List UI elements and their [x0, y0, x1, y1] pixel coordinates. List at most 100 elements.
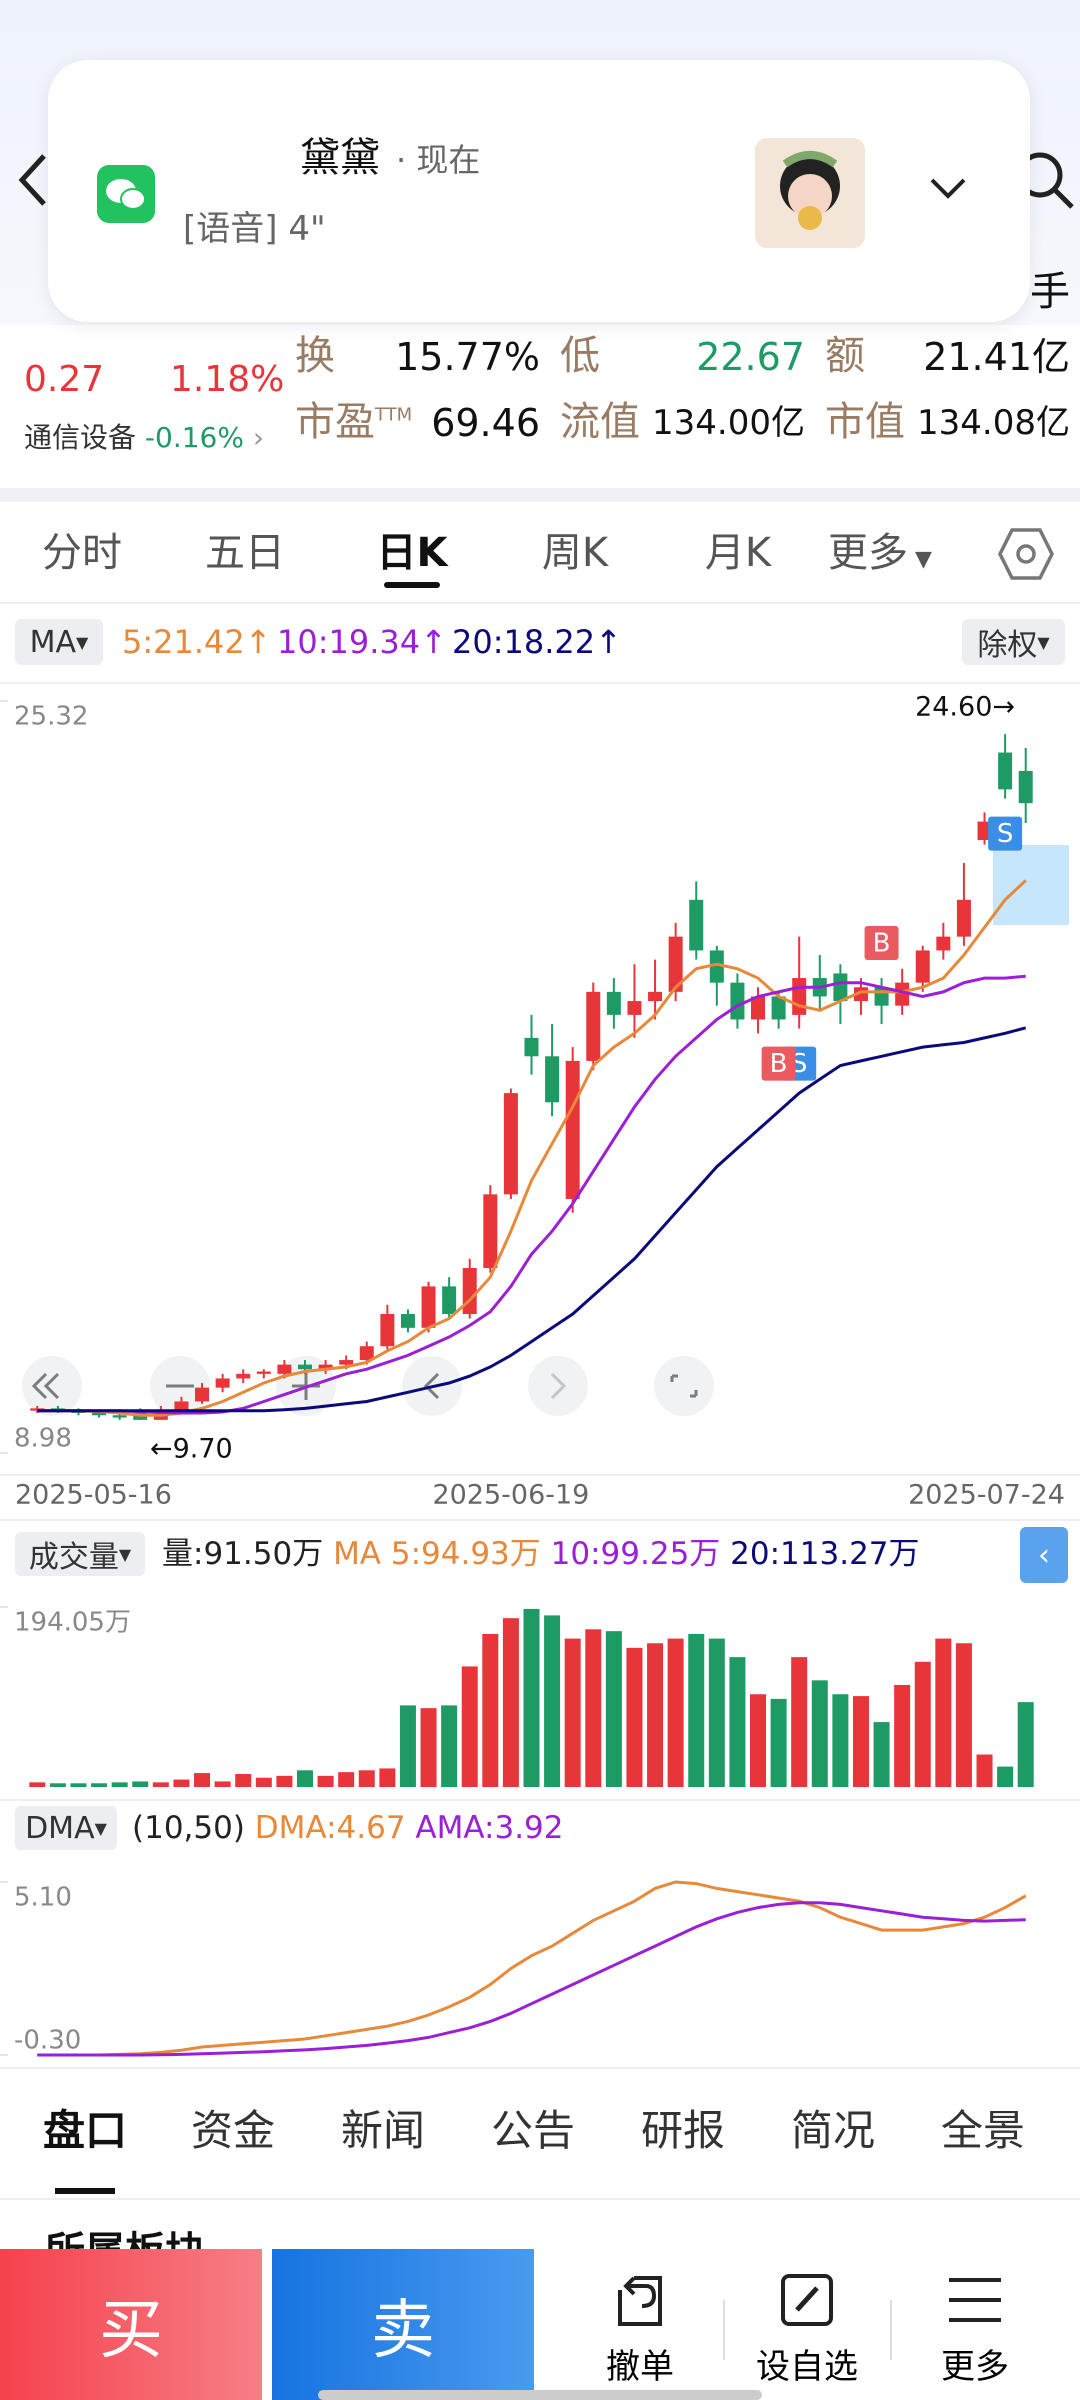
y-tick-label: 25.32 — [14, 702, 88, 732]
volume-bar — [647, 1643, 664, 1787]
volume-bar — [29, 1782, 46, 1787]
indicator-name: MA — [29, 624, 77, 660]
candle-body — [277, 1364, 292, 1374]
volume-bar — [49, 1783, 66, 1787]
volume-bar — [338, 1772, 355, 1787]
volume-select[interactable]: 成交量 ▼ — [15, 1532, 145, 1576]
candle-body — [606, 991, 621, 1015]
line — [37, 879, 1027, 1417]
period-tab[interactable]: 月K — [704, 530, 772, 576]
volume-bar — [667, 1638, 684, 1787]
candle-body — [1018, 770, 1033, 804]
signal-marker — [988, 816, 1023, 851]
nav-right[interactable] — [528, 1356, 588, 1416]
volume-bar — [276, 1775, 293, 1787]
fullscreen[interactable] — [654, 1356, 714, 1416]
volume-amount: 量:91.50万 — [162, 1536, 324, 1572]
volume-bar — [1017, 1702, 1034, 1787]
period-tab-text: 更多 — [828, 530, 909, 576]
candle-body — [462, 1267, 477, 1315]
volume-bar — [976, 1754, 993, 1787]
candle-body — [648, 991, 663, 1002]
candle-body — [421, 1286, 436, 1328]
back-button[interactable] — [14, 150, 54, 210]
volume-summary: 量:91.50万 MA 5:94.93万 10:99.25万 20:113.27… — [162, 1539, 920, 1570]
candle-body — [30, 1408, 45, 1411]
settings-button[interactable] — [998, 526, 1054, 582]
volume-bar — [605, 1631, 622, 1787]
y-tick-label: 194.05万 — [14, 1608, 131, 1638]
sector[interactable]: 通信设备 -0.16% › — [24, 421, 265, 454]
line — [37, 1880, 1027, 2057]
candle-body — [174, 1401, 189, 1411]
volume-bar — [750, 1694, 767, 1787]
bottom-tab[interactable]: 资金 — [190, 2106, 276, 2155]
stat-value: 134.08亿 — [917, 403, 1070, 443]
highlight-box — [993, 845, 1069, 925]
period-tab[interactable]: 更多 ▼ — [828, 530, 932, 576]
bottom-tab[interactable]: 公告 — [490, 2106, 576, 2155]
candle-body — [380, 1314, 395, 1347]
unit: 手 — [1030, 269, 1070, 315]
cancel-icon — [618, 2276, 662, 2326]
volume-bar — [214, 1781, 231, 1787]
volume-bar — [173, 1779, 190, 1787]
candle-body — [915, 950, 930, 983]
expand-icon[interactable] — [928, 174, 968, 202]
buy-button[interactable]: 买 — [0, 2249, 262, 2400]
volume-bar — [317, 1775, 334, 1787]
legend-entry: 10:19.34↑ — [277, 623, 447, 661]
signal-label: S — [997, 819, 1014, 849]
stat-label: 低 — [560, 333, 600, 379]
wechat-icon — [97, 165, 155, 223]
adjust-name: 除权 — [977, 628, 1038, 663]
period-tab-active[interactable]: 日K — [376, 530, 448, 576]
volume-bar — [894, 1684, 911, 1787]
indicator-select[interactable]: MA ▼ — [15, 619, 103, 665]
legend-entry: 10:99.25万 — [550, 1536, 721, 1572]
dma-select[interactable]: DMA ▼ — [15, 1806, 117, 1850]
volume-bar — [708, 1638, 725, 1787]
bottom-tab[interactable]: 全景 — [940, 2106, 1026, 2155]
candle-body — [318, 1364, 333, 1370]
sell-label: 卖 — [371, 2293, 435, 2368]
action-item[interactable]: 设自选 — [756, 2347, 858, 2387]
charts: 25.32 8.98 2025-05-16 2025-06-19 2025-07-24 2… — [0, 692, 1080, 2069]
volume-bar — [791, 1657, 808, 1787]
volume-title: 成交量 — [28, 1540, 119, 1575]
favorite-icon — [781, 2274, 833, 2326]
sector-change: -0.16% — [144, 421, 244, 454]
candle-body — [751, 996, 766, 1020]
volume-bar — [420, 1708, 437, 1787]
collapse-button[interactable]: ‹ — [1020, 1527, 1068, 1583]
volume-bar — [852, 1696, 869, 1787]
bottom-tab-active[interactable]: 盘口 — [42, 2106, 128, 2155]
y-tick-label: -0.30 — [14, 2026, 81, 2056]
notification[interactable]: 黛黛 · 现在 [语音] 4" — [48, 60, 1030, 322]
volume-bar — [358, 1770, 375, 1787]
candle-body — [92, 1412, 107, 1416]
nav-button[interactable] — [22, 1356, 82, 1416]
volume-bar — [91, 1783, 108, 1787]
bottom-tab[interactable]: 研报 — [640, 2106, 726, 2155]
bottom-tab[interactable]: 简况 — [790, 2106, 876, 2155]
volume-bar — [441, 1705, 458, 1787]
stat-value: 21.41亿 — [923, 335, 1070, 379]
volume-bar — [379, 1768, 396, 1787]
adjust-select[interactable]: 除权 ▼ — [962, 619, 1065, 665]
action-item[interactable]: 更多 — [941, 2347, 1009, 2387]
period-tab[interactable]: 周K — [541, 530, 609, 576]
signal-label: B — [873, 929, 891, 959]
bottom-tab[interactable]: 新闻 — [340, 2106, 426, 2155]
volume-bar — [688, 1633, 705, 1787]
period-tab[interactable]: 分时 — [42, 530, 122, 576]
legend-entry: DMA:4.67 — [254, 1810, 406, 1846]
action-item[interactable]: 撤单 — [606, 2347, 674, 2387]
candle-body — [956, 899, 971, 937]
tab-underline — [55, 2188, 115, 2194]
stat-label-text: 市盈 — [295, 399, 375, 445]
candle-body — [936, 936, 951, 951]
sell-button[interactable]: 卖 — [272, 2249, 534, 2400]
period-tab[interactable]: 五日 — [205, 530, 285, 576]
